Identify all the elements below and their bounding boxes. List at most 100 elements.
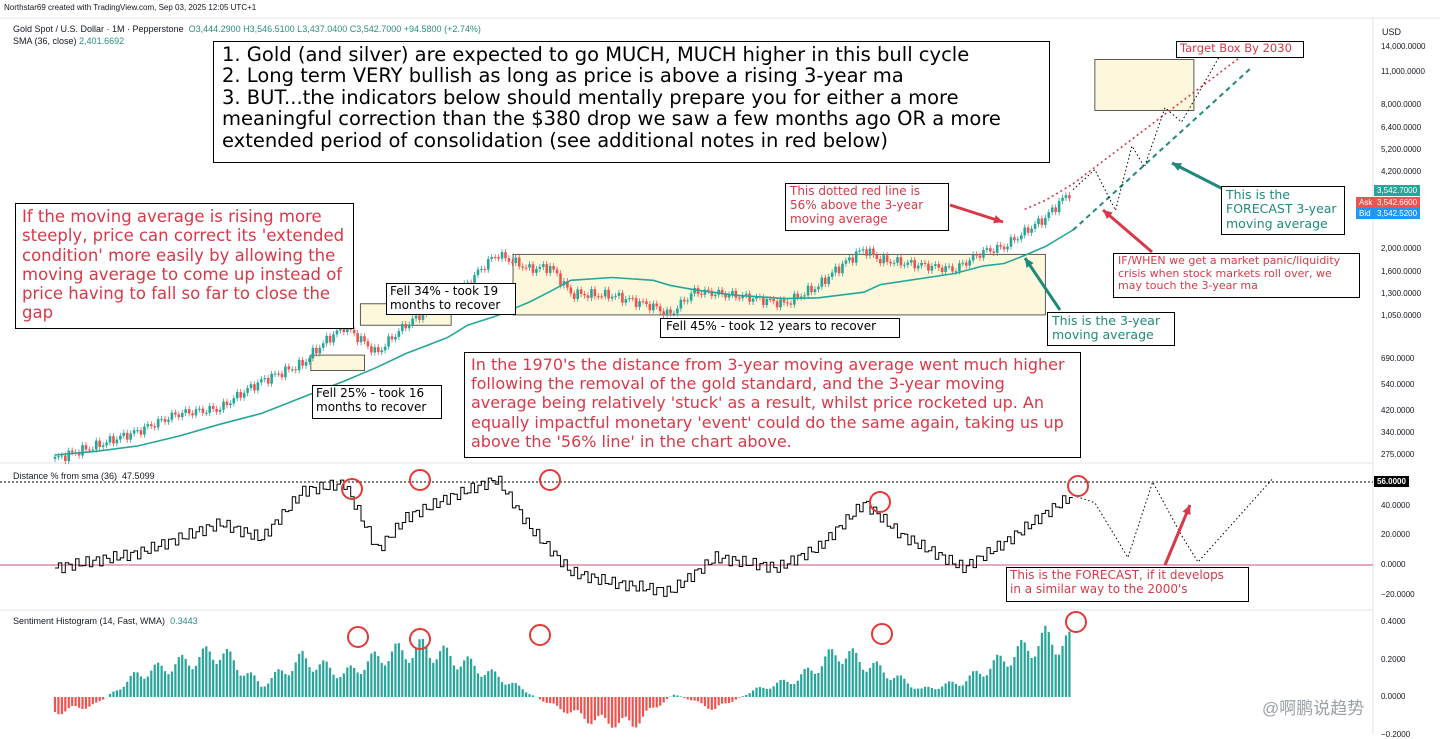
candle-body	[590, 289, 593, 298]
sentiment-bar	[690, 697, 692, 700]
candle-body	[415, 316, 418, 319]
candle-body	[205, 413, 208, 414]
sentiment-bar	[188, 666, 190, 697]
sentiment-bar	[917, 689, 919, 697]
sentiment-bar	[315, 670, 317, 697]
candle-body	[422, 314, 425, 320]
candle-body	[762, 297, 765, 305]
candle-body	[889, 262, 892, 263]
candle-body	[638, 301, 641, 307]
sentiment-bar	[522, 689, 524, 697]
sentiment-bar	[645, 697, 647, 711]
sentiment-bar	[779, 680, 781, 697]
sentiment-bar	[250, 672, 252, 697]
sentiment-bar	[924, 687, 926, 697]
sentiment-bar	[415, 648, 417, 697]
candle-body	[628, 298, 631, 299]
candle-body	[989, 248, 992, 251]
sentiment-bar	[226, 649, 228, 697]
sentiment-bar	[745, 695, 747, 697]
candle-body	[542, 264, 545, 267]
candle-body	[893, 263, 896, 264]
candle-body	[246, 388, 249, 393]
sentiment-bar	[71, 697, 73, 706]
sentiment-bar	[329, 668, 331, 697]
symbol-name: Gold Spot / U.S. Dollar · 1M · Peppersto…	[13, 24, 184, 34]
sentiment-bar	[666, 697, 668, 699]
sentiment-bar	[1041, 633, 1043, 697]
price-tick-label: 1,600.0000	[1381, 267, 1421, 276]
currency-label[interactable]: USD	[1382, 27, 1401, 37]
candle-body	[707, 290, 710, 291]
candle-body	[167, 420, 170, 422]
candle-body	[669, 310, 672, 314]
candle-body	[941, 268, 944, 272]
distance-indicator-legend[interactable]: Distance % from sma (36) 47.5099	[13, 471, 155, 481]
candle-body	[318, 348, 321, 354]
candle-body	[332, 334, 335, 342]
sentiment-bar	[412, 658, 414, 697]
candle-body	[831, 273, 834, 277]
candle-body	[913, 260, 916, 268]
sentiment-bar	[1058, 655, 1060, 697]
sentiment-bar	[838, 661, 840, 697]
sentiment-bar	[800, 674, 802, 697]
symbol-legend[interactable]: Gold Spot / U.S. Dollar · 1M · Peppersto…	[13, 24, 481, 34]
sentiment-bar	[638, 697, 640, 723]
sentiment-bar	[1048, 632, 1050, 697]
candle-body	[824, 278, 827, 284]
panic-note: IF/WHEN we get a market panic/liquidity …	[1113, 253, 1360, 298]
candle-body	[384, 347, 387, 351]
sentiment-bar	[814, 674, 816, 697]
sentiment-bar	[810, 671, 812, 697]
distance-tick-label: 40.0000	[1381, 501, 1410, 510]
sentiment-bar	[1017, 646, 1019, 697]
sma-legend[interactable]: SMA (36, close) 2,401.6692	[13, 36, 124, 46]
candle-body	[673, 313, 676, 314]
sentiment-bar	[1013, 657, 1015, 697]
candle-body	[1034, 224, 1037, 229]
candle-body	[325, 336, 328, 343]
candle-body	[600, 296, 603, 297]
candle-body	[848, 257, 851, 260]
sentiment-bar	[528, 694, 530, 697]
sentiment-bar	[446, 648, 448, 697]
candle-body	[851, 257, 854, 262]
sentiment-bar	[1020, 640, 1022, 697]
sentiment-bar	[841, 664, 843, 697]
sentiment-bar	[133, 672, 135, 697]
highlight-circle	[348, 627, 368, 647]
candle-body	[944, 266, 947, 272]
sentiment-bar	[896, 676, 898, 697]
sentiment-bar	[88, 697, 90, 707]
sentiment-bar	[291, 671, 293, 697]
sentiment-bar	[78, 697, 80, 708]
sentiment-indicator-legend[interactable]: Sentiment Histogram (14, Fast, WMA) 0.34…	[13, 616, 198, 626]
candle-body	[872, 249, 875, 255]
candle-body	[360, 336, 363, 342]
candle-body	[61, 455, 64, 456]
candle-body	[924, 263, 927, 264]
candle-body	[294, 369, 297, 370]
sentiment-bar	[209, 651, 211, 697]
sentiment-bar	[470, 659, 472, 697]
candle-body	[597, 296, 600, 297]
price-tick-label: 8,000.0000	[1381, 100, 1421, 109]
chart-credit: Northstar69 created with TradingView.com…	[4, 3, 256, 12]
candle-body	[418, 316, 421, 320]
sentiment-bar	[504, 685, 506, 697]
candle-body	[594, 289, 597, 296]
sentiment-bar	[57, 697, 59, 714]
candle-body	[143, 427, 146, 435]
sentiment-bar	[484, 675, 486, 697]
price-tick-label: 690.0000	[1381, 354, 1414, 363]
sentiment-bar	[460, 667, 462, 697]
sentiment-bar	[277, 669, 279, 697]
price-tick-label: 420.0000	[1381, 406, 1414, 415]
candle-body	[917, 266, 920, 269]
candle-body	[700, 294, 703, 295]
sentiment-bar	[755, 688, 757, 697]
sentiment-bar	[972, 671, 974, 697]
sentiment-bar	[271, 678, 273, 697]
candle-body	[281, 374, 284, 377]
